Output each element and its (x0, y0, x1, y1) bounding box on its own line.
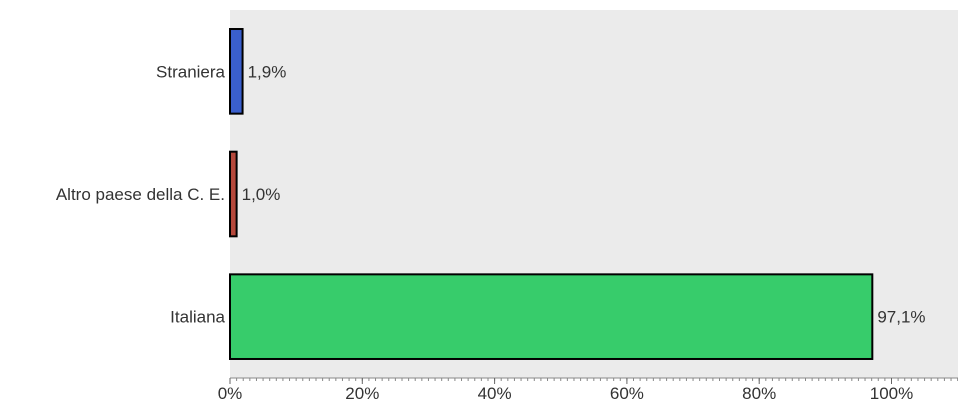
x-tick-label-0: 0% (218, 384, 243, 403)
x-tick-label-1: 20% (345, 384, 379, 403)
category-label-1: Altro paese della C. E. (56, 185, 225, 204)
bars-group (229, 28, 874, 360)
value-label-2: 97,1% (877, 308, 925, 327)
x-tick-label-2: 40% (478, 384, 512, 403)
value-label-1: 1,0% (242, 185, 281, 204)
x-tick-label-3: 60% (610, 384, 644, 403)
value-labels: 1,9% 1,0% 97,1% (242, 62, 926, 326)
category-label-2: Italiana (170, 308, 225, 327)
bar-2 (229, 273, 874, 360)
category-label-0: Straniera (156, 62, 226, 81)
bar-0 (229, 28, 244, 115)
value-label-0: 1,9% (248, 62, 287, 81)
category-labels: Straniera Altro paese della C. E. Italiana (56, 62, 226, 326)
x-tick-label-4: 80% (742, 384, 776, 403)
x-axis: 0% 20% 40% 60% 80% 100% (218, 377, 958, 403)
x-tick-label-5: 100% (870, 384, 913, 403)
bar-1 (229, 150, 238, 238)
